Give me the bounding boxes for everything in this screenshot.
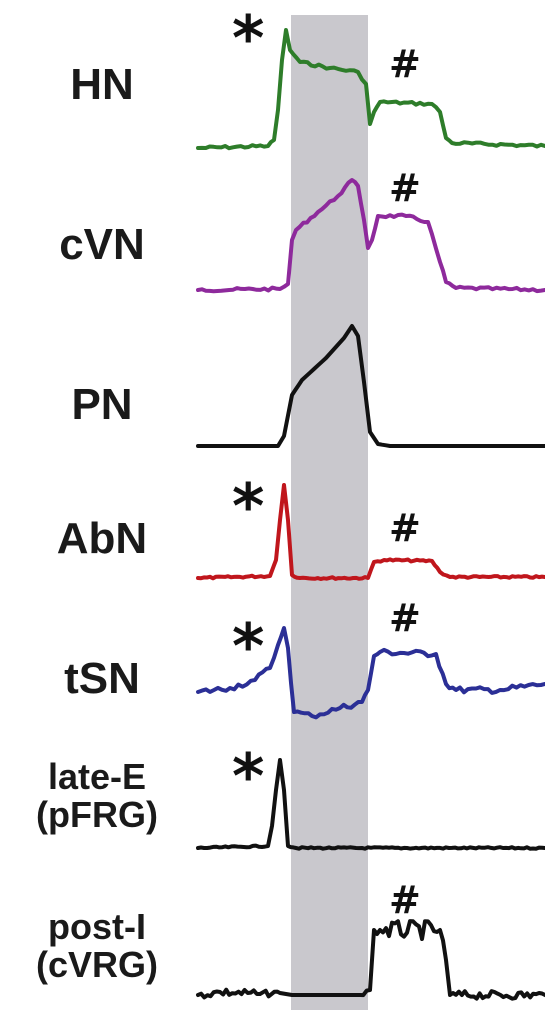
label-late-e-pfrg: late-E (pFRG) xyxy=(36,756,158,835)
trace-hn xyxy=(196,28,545,151)
hash-tsn: # xyxy=(389,596,421,640)
inspiration-band xyxy=(291,15,368,1010)
hash-post-i: # xyxy=(389,878,421,922)
label-pn: PN xyxy=(71,380,133,429)
hash-cvn: # xyxy=(389,166,421,210)
trace-abn xyxy=(196,483,545,581)
hash-abn: # xyxy=(389,506,421,550)
asterisk-hn: * xyxy=(232,2,265,75)
label-abn: AbN xyxy=(56,514,148,563)
asterisk-late-e: * xyxy=(232,740,265,813)
trace-cvn xyxy=(196,178,545,294)
asterisk-abn: * xyxy=(232,470,265,543)
trace-post-i xyxy=(196,919,545,1001)
trace-pn xyxy=(196,324,545,448)
label-post-i-cvrg: post-I (cVRG) xyxy=(35,906,158,985)
label-cvn: cVN xyxy=(59,220,145,269)
hash-hn: # xyxy=(389,42,421,86)
trace-late-e xyxy=(196,758,545,851)
trace-tsn xyxy=(196,626,545,720)
asterisk-tsn: * xyxy=(232,610,265,683)
label-tsn: tSN xyxy=(64,654,140,703)
label-hn: HN xyxy=(70,60,134,109)
trace-group xyxy=(196,28,545,1001)
